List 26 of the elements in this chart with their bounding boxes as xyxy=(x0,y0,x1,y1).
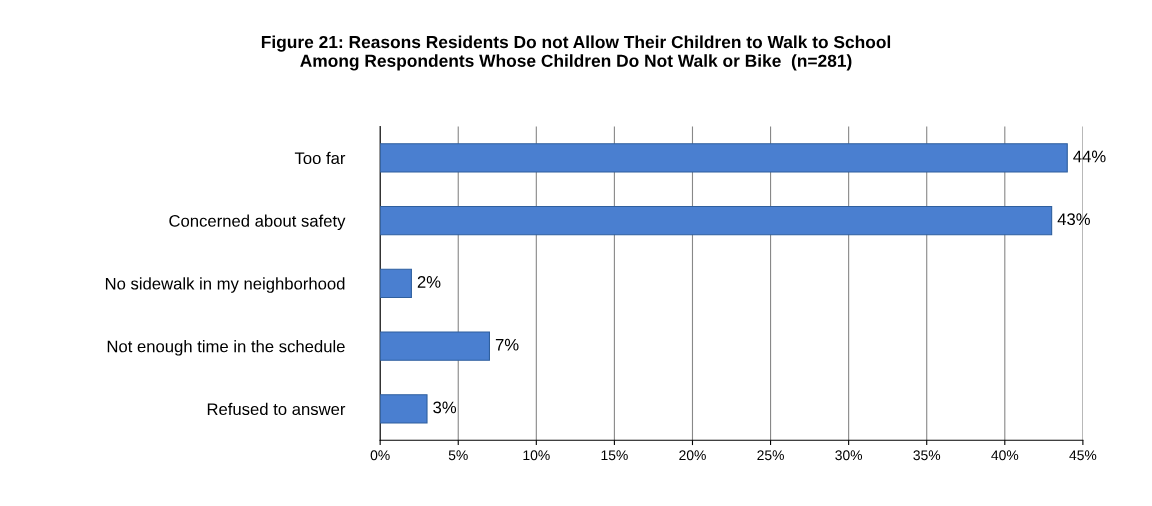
x-tick-label: 5% xyxy=(448,450,468,461)
y-tick-label: Concerned about safety xyxy=(169,214,346,231)
y-tick-label: Refused to answer xyxy=(207,402,346,416)
y-tick-label: Not enough time in the schedule xyxy=(107,340,345,356)
data-label: 43% xyxy=(1057,213,1090,226)
bar xyxy=(380,143,1068,173)
y-tick-label: No sidewalk in my neighborhood xyxy=(105,277,345,293)
x-tick-label: 0% xyxy=(370,450,390,461)
chart-title: Figure 21: Reasons Residents Do not Allow Their Children to Walk to School Among Respondents Whose Children Do Not Walk or Bike (n=281) xyxy=(261,35,891,71)
x-tick-label: 15% xyxy=(601,450,628,461)
data-label: 3% xyxy=(433,401,457,414)
x-tick-label: 30% xyxy=(835,450,863,461)
x-tick-label: 40% xyxy=(991,450,1019,461)
x-tick-label: 25% xyxy=(757,450,784,461)
x-tick-label: 20% xyxy=(679,450,706,461)
bar xyxy=(380,331,491,361)
bar xyxy=(380,205,1053,236)
data-label: 7% xyxy=(495,338,519,351)
data-label: 2% xyxy=(417,276,441,288)
bar xyxy=(380,268,412,299)
bar xyxy=(380,394,428,424)
y-tick-label: Too far xyxy=(294,151,346,165)
x-tick-label: 35% xyxy=(913,450,941,461)
x-tick-label: 45% xyxy=(1069,450,1097,461)
data-label: 44% xyxy=(1073,150,1106,163)
x-tick-label: 10% xyxy=(523,450,550,461)
